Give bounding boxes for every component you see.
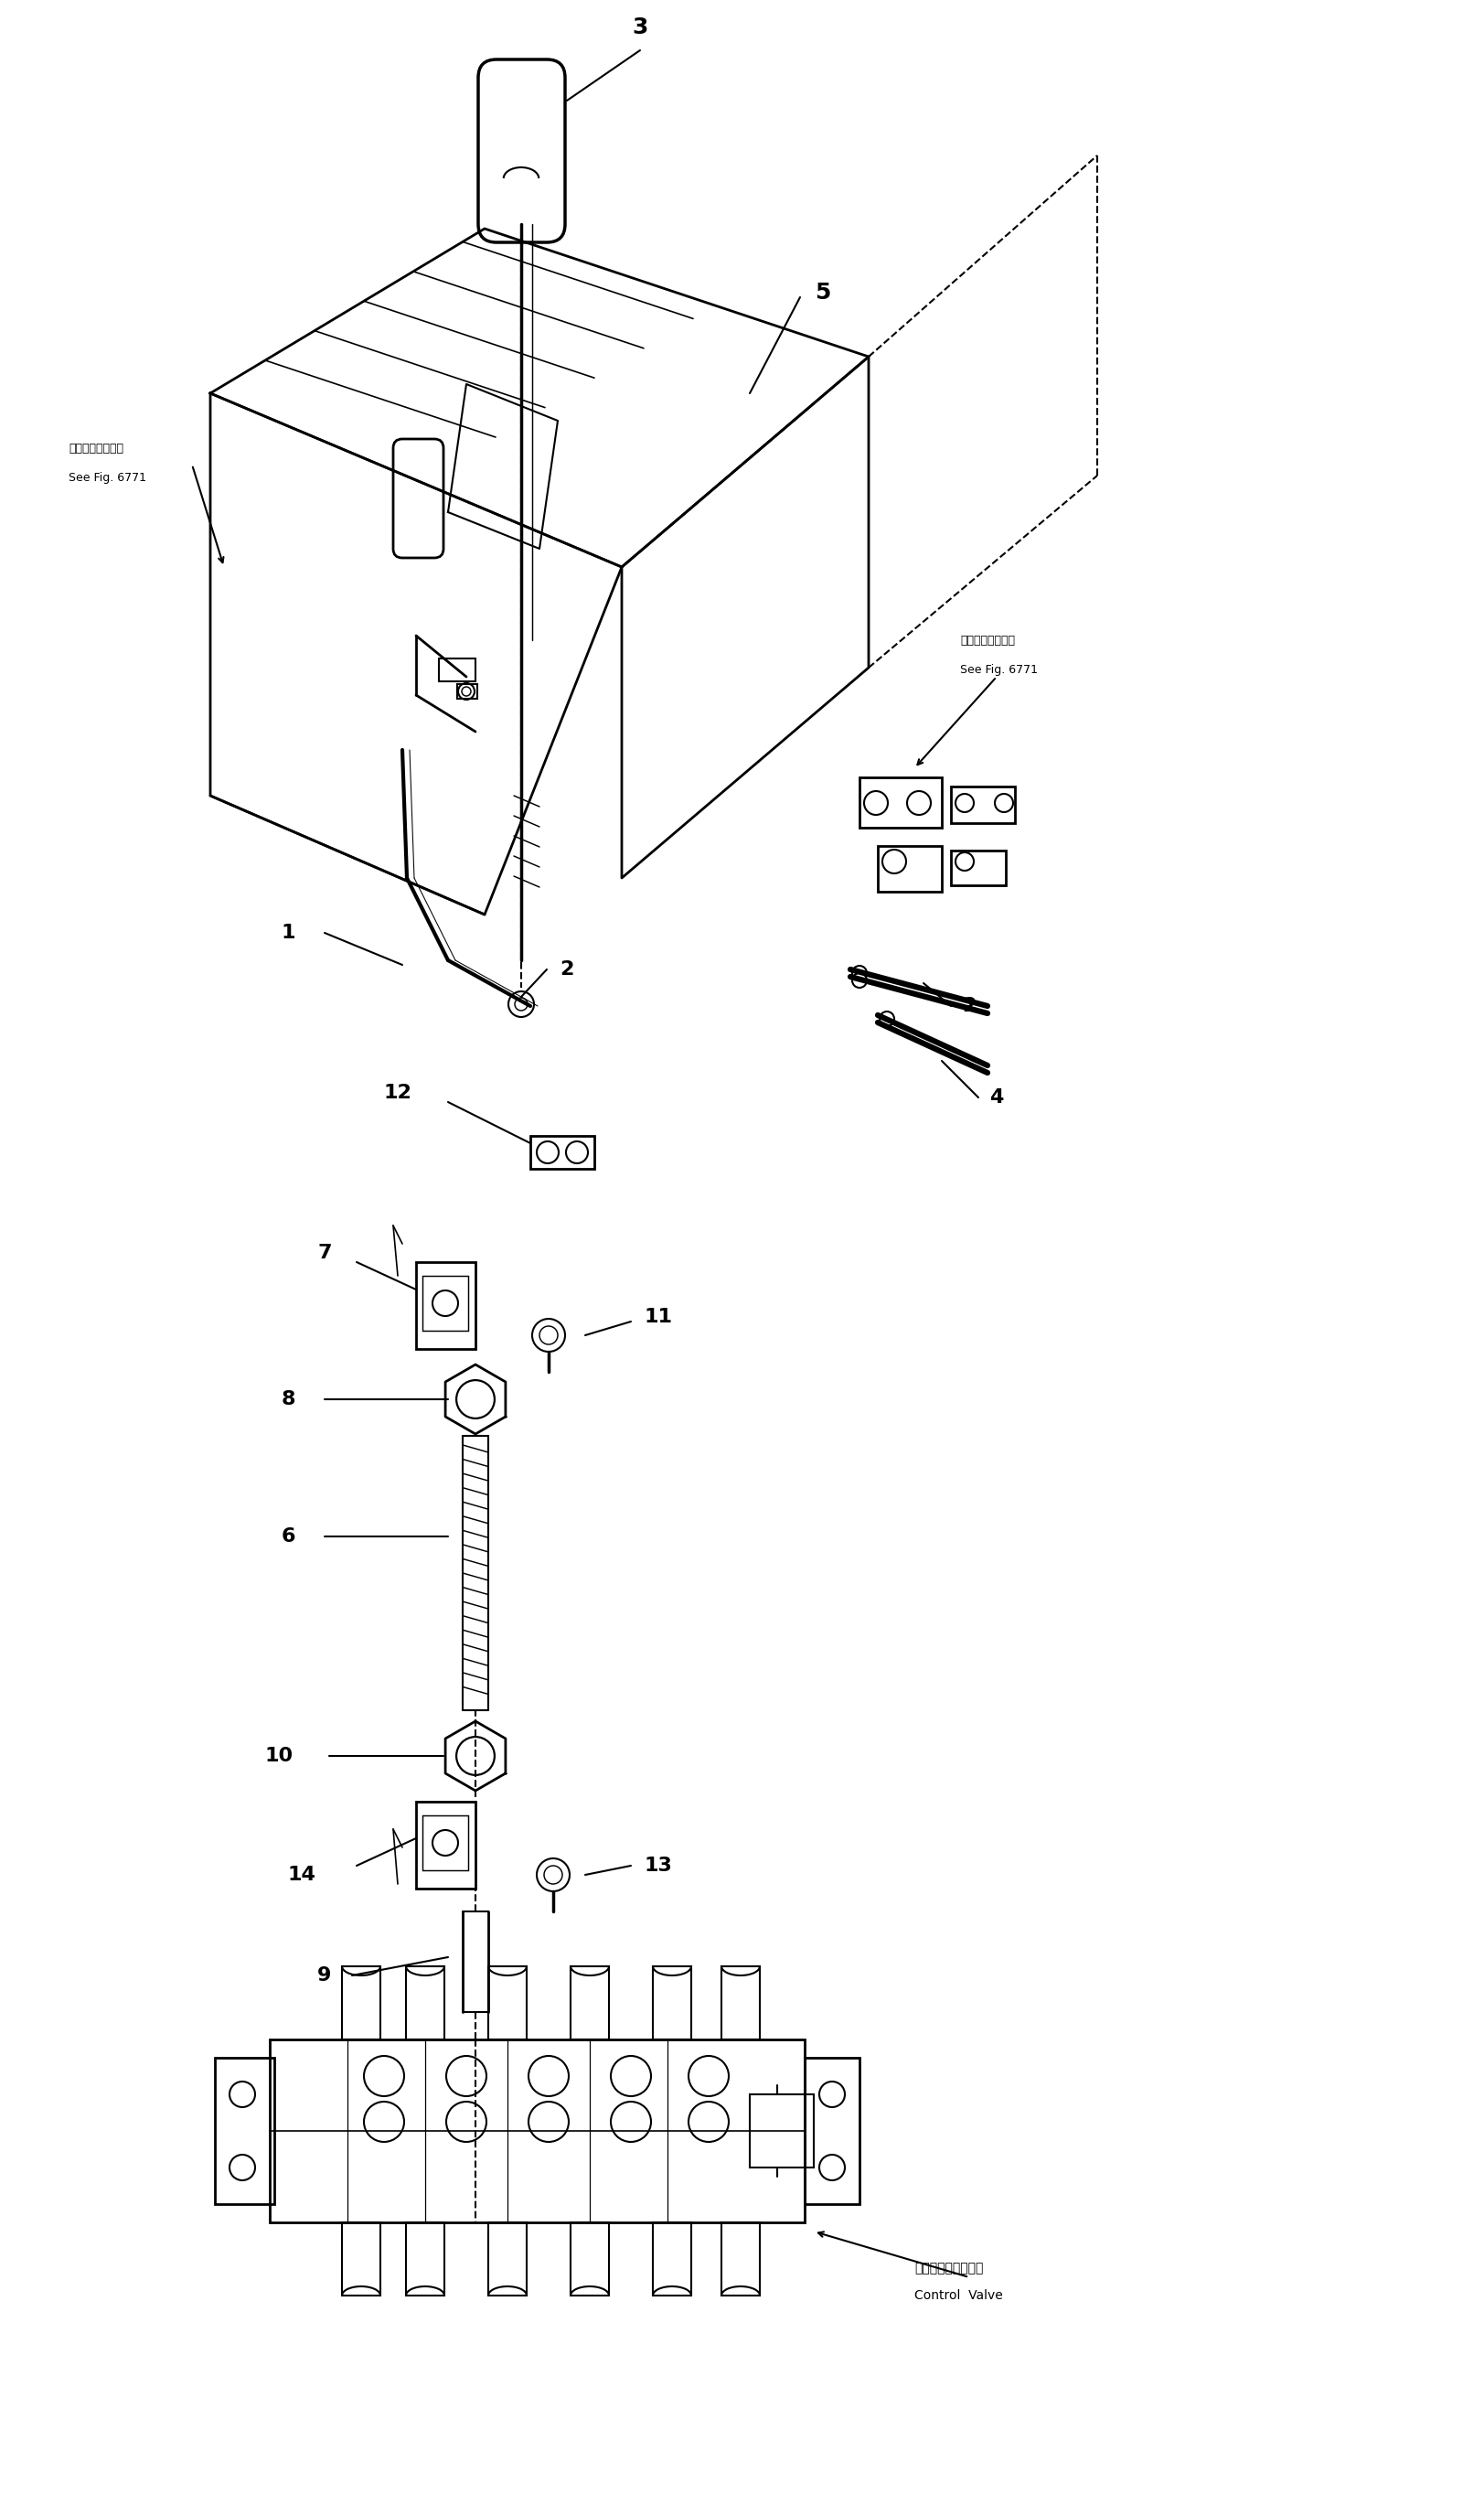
Bar [421,1816,467,1870]
Circle shape [879,1013,893,1025]
Circle shape [852,973,867,988]
Circle shape [852,965,867,980]
Bar [341,1965,380,2040]
Text: 2: 2 [559,960,574,978]
Text: コントロールバルブ: コントロールバルブ [914,2262,982,2275]
Text: See Fig. 6771: See Fig. 6771 [960,663,1037,676]
Bar [439,658,475,681]
Text: 第６７７１図参照: 第６７７１図参照 [68,441,123,454]
Text: 3: 3 [632,17,647,37]
Text: 5: 5 [815,282,831,304]
Text: 6: 6 [280,1526,295,1546]
Bar [416,1262,475,1349]
Bar [950,850,1005,885]
Bar [950,786,1014,823]
Text: Control  Valve: Control Valve [914,2289,1002,2302]
Text: 第６７７１図参照: 第６７７１図参照 [960,633,1014,646]
Bar [859,778,941,828]
Text: 1: 1 [280,923,295,943]
Bar [270,2040,804,2222]
Text: 2: 2 [962,998,975,1015]
Bar [341,2222,380,2294]
Bar [804,2058,859,2205]
Bar [488,1965,527,2040]
Bar [488,2222,527,2294]
Bar [877,845,941,893]
Bar [416,1801,475,1888]
Text: 9: 9 [318,1965,331,1985]
Bar [749,2095,813,2167]
Text: 12: 12 [383,1085,411,1102]
Bar [405,1965,444,2040]
Bar [653,2222,692,2294]
Text: 14: 14 [288,1866,316,1883]
Text: 13: 13 [644,1856,672,1875]
Text: 8: 8 [280,1389,295,1409]
Text: 7: 7 [318,1245,331,1262]
Text: 10: 10 [264,1746,292,1766]
Bar [530,1135,594,1170]
Bar [215,2058,275,2205]
Bar [721,2222,760,2294]
Bar [405,2222,444,2294]
Text: See Fig. 6771: See Fig. 6771 [68,471,147,484]
Text: 4: 4 [988,1087,1003,1107]
Text: 11: 11 [644,1307,672,1327]
Bar [570,1965,608,2040]
Bar [570,2222,608,2294]
Bar [457,683,476,698]
Bar [653,1965,692,2040]
Bar [721,1965,760,2040]
Bar [421,1277,467,1332]
